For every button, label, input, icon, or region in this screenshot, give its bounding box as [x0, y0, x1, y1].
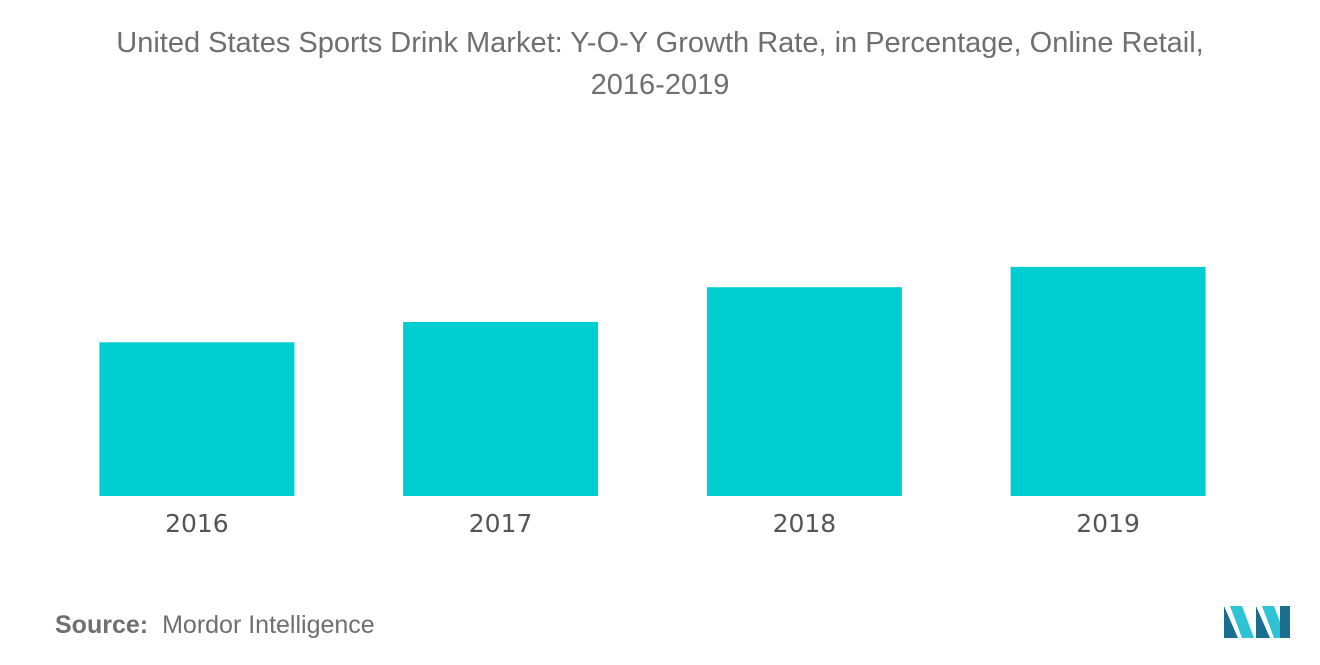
chart-title-line-2: 2016-2019 — [590, 69, 730, 101]
x-tick-label-2016: 2016 — [165, 509, 229, 538]
chart-title: United States Sports Drink Market: Y-O-Y… — [0, 22, 1320, 106]
mordor-intelligence-logo-icon — [1224, 606, 1290, 638]
logo-shape-5 — [1280, 606, 1290, 638]
chart-title-line-1: United States Sports Drink Market: Y-O-Y… — [116, 27, 1204, 59]
logo-shape-2 — [1230, 606, 1254, 638]
x-tick-labels: 2016 2017 2018 2019 — [165, 509, 1140, 538]
bar-2017 — [403, 322, 599, 496]
source-note: Source: Mordor Intelligence — [55, 611, 375, 640]
logo-shape-3 — [1256, 606, 1270, 638]
logo-shape-1 — [1224, 606, 1238, 638]
bar-2018 — [706, 287, 902, 496]
x-tick-label-2018: 2018 — [773, 509, 837, 538]
x-tick-label-2019: 2019 — [1076, 509, 1140, 538]
source-text: Mordor Intelligence — [162, 611, 375, 639]
bars-group — [99, 266, 1206, 496]
source-label: Source: — [55, 611, 149, 639]
bar-2019 — [1010, 266, 1206, 496]
bar-2016 — [99, 342, 295, 496]
x-tick-label-2017: 2017 — [469, 509, 533, 538]
